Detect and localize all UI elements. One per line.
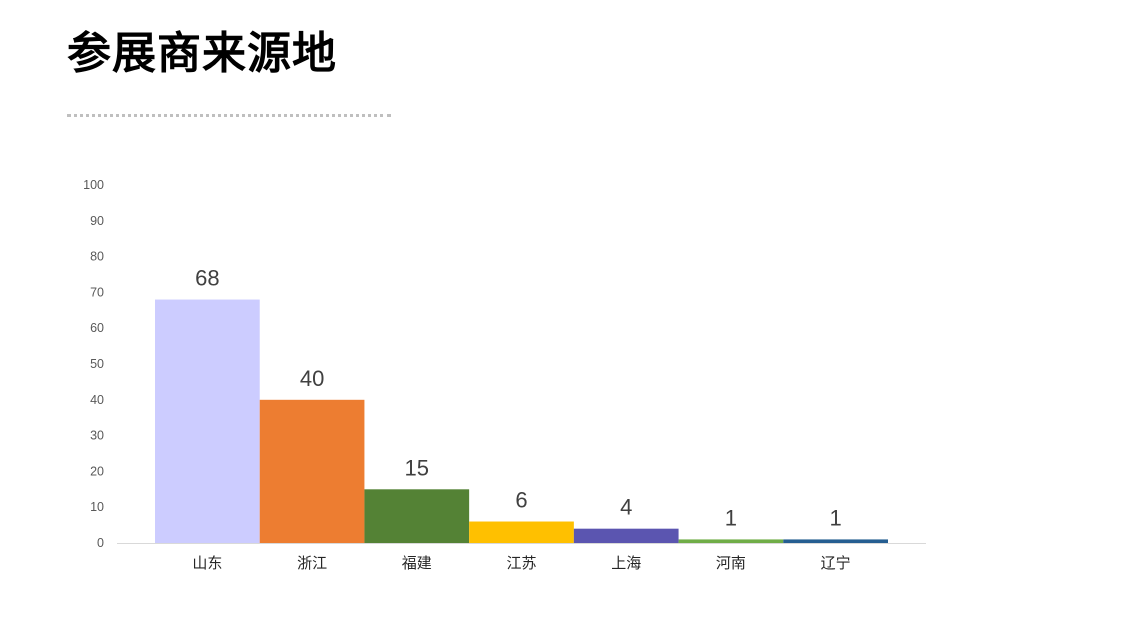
category-label: 辽宁 bbox=[821, 554, 851, 572]
bar bbox=[155, 299, 260, 543]
category-label: 江苏 bbox=[506, 554, 536, 572]
category-label: 河南 bbox=[716, 554, 746, 572]
y-tick-label: 70 bbox=[90, 285, 104, 299]
y-tick-label: 40 bbox=[90, 393, 104, 407]
bars bbox=[155, 299, 888, 543]
y-tick-label: 100 bbox=[83, 178, 104, 192]
data-label: 15 bbox=[405, 455, 429, 480]
y-tick-label: 30 bbox=[90, 429, 104, 443]
category-label: 福建 bbox=[402, 554, 432, 572]
data-labels: 68 40 15 6 4 1 1 bbox=[195, 266, 842, 531]
y-tick-label: 20 bbox=[90, 464, 104, 478]
y-tick-label: 90 bbox=[90, 214, 104, 228]
y-tick-label: 60 bbox=[90, 321, 104, 335]
y-tick-label: 0 bbox=[97, 536, 104, 550]
data-label: 1 bbox=[725, 505, 737, 530]
y-tick-label: 50 bbox=[90, 357, 104, 371]
category-label: 上海 bbox=[611, 554, 641, 572]
y-tick-label: 80 bbox=[90, 250, 104, 264]
data-label: 40 bbox=[300, 366, 324, 391]
bar bbox=[259, 399, 365, 543]
title-divider bbox=[67, 114, 391, 117]
y-tick-label: 10 bbox=[90, 500, 104, 514]
bar bbox=[469, 521, 574, 543]
bar bbox=[783, 539, 888, 543]
bar bbox=[573, 528, 679, 543]
bar bbox=[678, 539, 784, 543]
y-axis-ticks: 0 10 20 30 40 50 60 70 80 90 100 bbox=[83, 178, 104, 550]
category-label: 山东 bbox=[192, 554, 222, 572]
bar bbox=[364, 489, 470, 543]
data-label: 68 bbox=[195, 266, 219, 291]
category-labels: 山东 浙江 福建 江苏 上海 河南 辽宁 bbox=[192, 554, 850, 572]
category-label: 浙江 bbox=[297, 554, 327, 572]
data-label: 4 bbox=[620, 495, 632, 520]
page-title: 参展商来源地 bbox=[67, 28, 337, 79]
data-label: 1 bbox=[830, 505, 842, 530]
data-label: 6 bbox=[515, 488, 527, 513]
